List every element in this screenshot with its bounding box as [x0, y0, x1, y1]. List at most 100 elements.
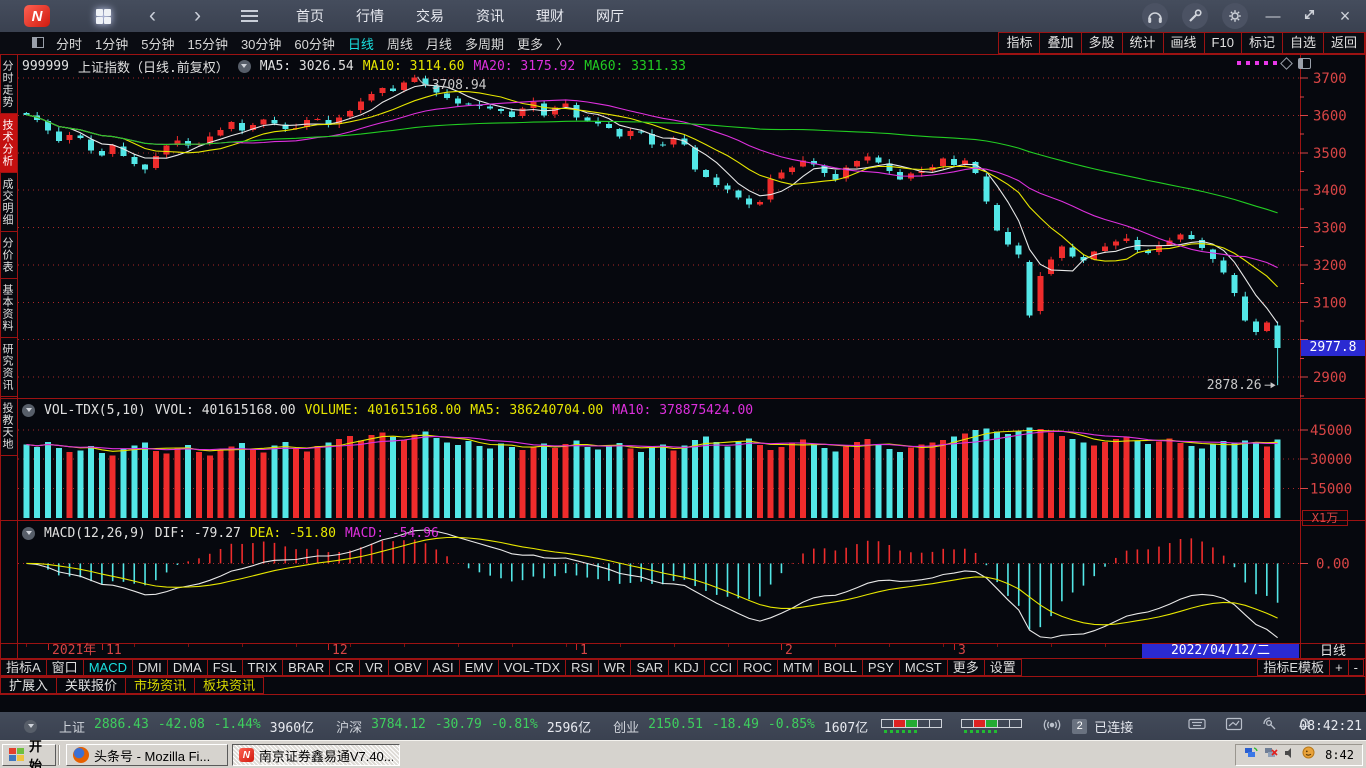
time-axis[interactable]: 2021年11121234 — [0, 644, 1366, 658]
indicator-tab[interactable]: MACD — [82, 659, 133, 676]
volume-chart[interactable]: 15000 30000 45000 — [0, 398, 1366, 520]
sidebar-item[interactable]: 分时走势 — [0, 55, 17, 114]
toolbar-button[interactable]: 统计 — [1121, 32, 1164, 54]
indicator-tab[interactable]: 指标A — [0, 659, 47, 676]
close-button[interactable]: × — [1339, 5, 1351, 26]
period-tab[interactable]: 60分钟 — [294, 36, 335, 52]
menu-item[interactable]: 行情 — [356, 8, 384, 24]
indicator-tab[interactable]: BRAR — [282, 659, 331, 676]
info-tab[interactable]: 扩展入 — [0, 677, 58, 694]
forward-icon[interactable]: › — [194, 4, 201, 27]
indicator-tab[interactable]: MCST — [898, 659, 948, 676]
indicator-tab[interactable]: 窗口 — [45, 659, 84, 676]
toolbar-button[interactable]: 指标 — [998, 32, 1041, 54]
collapse-icon[interactable] — [237, 60, 251, 73]
indicator-template-button[interactable]: 指标E模板 — [1257, 659, 1331, 676]
indicator-tab[interactable]: WR — [597, 659, 632, 676]
sidebar-item[interactable]: 投教天地 — [0, 397, 17, 456]
info-tab[interactable]: 关联报价 — [56, 677, 127, 694]
window-layout-icon[interactable] — [32, 37, 44, 48]
indicator-template-button[interactable]: - — [1347, 659, 1364, 676]
diamond-icon[interactable] — [1280, 57, 1293, 70]
indicator-tab[interactable]: BOLL — [817, 659, 863, 676]
headset-icon[interactable] — [1142, 3, 1168, 29]
sidebar-item[interactable]: 技术分析 — [0, 114, 17, 173]
period-tab[interactable]: 更多 — [516, 36, 543, 52]
period-tab[interactable]: 多周期 — [464, 36, 504, 52]
quote-panel-icon[interactable] — [1225, 717, 1243, 736]
sidebar-item[interactable]: 分价表 — [0, 232, 17, 279]
indicator-template-button[interactable]: + — [1329, 659, 1349, 676]
toolbar-button[interactable]: 多股 — [1080, 32, 1123, 54]
menu-item[interactable]: 首页 — [296, 8, 324, 24]
info-tab[interactable]: 板块资讯 — [194, 677, 265, 694]
sidebar-item[interactable]: 成交明细 — [0, 173, 17, 232]
period-tab[interactable]: 30分钟 — [240, 36, 282, 52]
toolbar-button[interactable]: 叠加 — [1039, 32, 1082, 54]
network-disconnected-icon[interactable] — [1264, 746, 1278, 764]
period-tab[interactable]: 日线 — [347, 36, 374, 52]
network-active-icon[interactable] — [1244, 746, 1258, 764]
info-tab[interactable]: 市场资讯 — [125, 677, 196, 694]
ime-tray-icon[interactable] — [1302, 746, 1315, 764]
period-tab[interactable]: 1分钟 — [95, 36, 129, 52]
menu-icon[interactable] — [241, 7, 258, 25]
maximize-button[interactable] — [1298, 8, 1320, 25]
pane-toggle-icon[interactable] — [1298, 58, 1311, 69]
taskbar-app-firefox[interactable]: 头条号 - Mozilla Fi... — [66, 744, 228, 766]
index-quote-sh[interactable]: 上证 2886.43 -42.08 -1.44% 3960亿 — [59, 716, 315, 736]
toolbar-button[interactable]: 返回 — [1322, 32, 1365, 54]
indicator-tab[interactable]: SAR — [630, 659, 670, 676]
sidebar-item[interactable]: 研究资讯 — [0, 338, 17, 397]
toolbar-button[interactable]: 标记 — [1240, 32, 1283, 54]
indicator-tab[interactable]: 更多 — [946, 659, 985, 676]
indicator-tab[interactable]: CCI — [703, 659, 739, 676]
period-tab[interactable]: 〉 — [555, 36, 569, 52]
toolbar-button[interactable]: 画线 — [1162, 32, 1205, 54]
indicator-tab[interactable]: VR — [359, 659, 390, 676]
main-kline-chart[interactable]: 2900 3100 3200 3300 3400 3500 3600 3700 3708.94 2… — [0, 71, 1366, 398]
indicator-tab[interactable]: PSY — [861, 659, 900, 676]
indicator-tab[interactable]: KDJ — [668, 659, 705, 676]
period-tab[interactable]: 分时 — [56, 36, 83, 52]
volume-tray-icon[interactable] — [1284, 746, 1296, 764]
menu-item[interactable]: 网厅 — [596, 8, 624, 24]
start-button[interactable]: 开始 — [2, 739, 56, 768]
macd-chart[interactable]: 0.00 — [0, 520, 1366, 644]
menu-item[interactable]: 交易 — [416, 8, 444, 24]
indicator-tab[interactable]: OBV — [388, 659, 428, 676]
index-quote-chinext[interactable]: 创业 2150.51 -18.49 -0.85% 1607亿 — [613, 716, 869, 736]
alarm-icon[interactable] — [1297, 717, 1312, 736]
wrench-icon[interactable] — [1182, 3, 1208, 29]
indicator-tab[interactable]: ASI — [426, 659, 460, 676]
collapse-icon[interactable] — [22, 404, 35, 417]
indicator-tab[interactable]: DMA — [166, 659, 208, 676]
period-tab[interactable]: 月线 — [425, 36, 452, 52]
period-tab[interactable]: 周线 — [386, 36, 413, 52]
back-icon[interactable]: ‹ — [149, 4, 156, 27]
menu-item[interactable]: 资讯 — [476, 8, 504, 24]
period-tab[interactable]: 5分钟 — [141, 36, 175, 52]
menu-item[interactable]: 理财 — [536, 8, 564, 24]
toolbar-button[interactable]: 自选 — [1281, 32, 1324, 54]
satellite-icon[interactable] — [1262, 716, 1278, 736]
status-collapse-icon[interactable] — [24, 719, 37, 733]
indicator-tab[interactable]: MTM — [777, 659, 819, 676]
taskbar-app-trading[interactable]: N 南京证券鑫易通V7.40... — [232, 744, 400, 766]
keyboard-icon[interactable] — [1188, 717, 1206, 736]
indicator-tab[interactable]: RSI — [565, 659, 599, 676]
index-quote-hs300[interactable]: 沪深 3784.12 -30.79 -0.81% 2596亿 — [336, 716, 592, 736]
period-tab[interactable]: 15分钟 — [187, 36, 228, 52]
indicator-tab[interactable]: VOL-TDX — [497, 659, 567, 676]
indicator-tab[interactable]: DMI — [131, 659, 168, 676]
indicator-tab[interactable]: EMV — [458, 659, 499, 676]
indicator-tab[interactable]: ROC — [737, 659, 779, 676]
sidebar-item[interactable]: 基本资料 — [0, 279, 17, 338]
indicator-tab[interactable]: CR — [329, 659, 361, 676]
gear-icon[interactable] — [1222, 3, 1248, 29]
indicator-tab[interactable]: TRIX — [241, 659, 284, 676]
indicator-tab[interactable]: 设置 — [983, 659, 1022, 676]
indicator-tab[interactable]: FSL — [206, 659, 243, 676]
apps-grid-icon[interactable] — [96, 8, 111, 24]
toolbar-button[interactable]: F10 — [1203, 32, 1242, 54]
